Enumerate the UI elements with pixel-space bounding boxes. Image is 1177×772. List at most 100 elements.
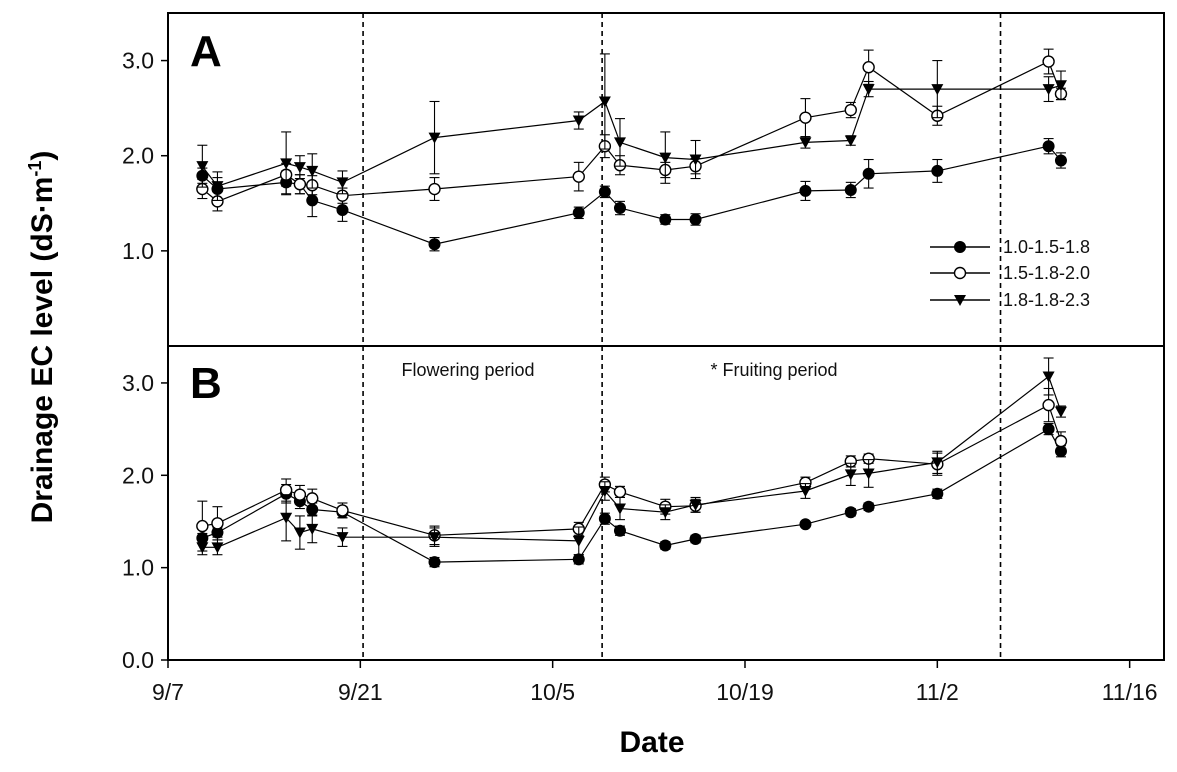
panel-b-series-2-point — [211, 517, 224, 530]
panel-b-series-2-point — [196, 519, 209, 533]
panel-b-series-2-point — [1054, 434, 1068, 448]
panel-b-series-1-point — [598, 512, 611, 525]
panel-a-series-3-point — [613, 137, 626, 149]
panel-a-series-3-point — [196, 161, 209, 173]
data-series — [196, 48, 1068, 569]
panel-a-series-2-point — [572, 170, 585, 183]
x-tick-label-1: 9/7 — [152, 679, 184, 705]
panel-a-series-1-point — [862, 167, 875, 180]
panel-b-series-3-point — [336, 532, 349, 544]
panel-a-y-tick-label-2: 2.0 — [122, 143, 154, 169]
panel-a-series-3-point — [1042, 84, 1055, 96]
panel-a-series-1-point — [306, 194, 319, 207]
panel-b-series-3-point — [572, 535, 585, 547]
panel-a-series-3-point — [931, 84, 944, 96]
panel-a-y-tick-label-3: 3.0 — [122, 48, 154, 74]
panel-a-series-3-point — [862, 84, 875, 96]
legend-label-3: 1.8-1.8-2.3 — [1003, 290, 1090, 310]
panel-a-series-2 — [196, 48, 1068, 212]
panel-a-series-3-point — [211, 181, 224, 193]
panel-a-series-1 — [196, 138, 1067, 252]
panel-b-series-3-point — [306, 523, 319, 535]
fruiting-period-label: * Fruiting period — [710, 360, 837, 380]
panel-a-series-1-line — [201, 145, 1062, 245]
panel-a-series-1-point — [844, 183, 857, 196]
panel-a-series-1-point — [931, 164, 944, 177]
flowering-period-label: Flowering period — [401, 360, 534, 380]
panel-a-series-2-point — [799, 111, 812, 124]
legend-marker-filled-circle — [954, 241, 966, 253]
x-axis-title: Date — [619, 726, 684, 759]
panel-a-series-2-point — [844, 103, 857, 117]
panel-b-series-2-point — [279, 483, 293, 497]
panel-b-series-2-point — [613, 485, 627, 499]
panel-a-series-3-point — [598, 96, 611, 108]
panel-b-series-3-point — [1054, 406, 1067, 418]
panel-b-series-2 — [196, 387, 1068, 552]
panel-a-series-3 — [196, 53, 1067, 201]
x-tick-label-4: 10/19 — [716, 679, 774, 705]
panel-a-label: A — [190, 27, 222, 76]
x-tick-label-5: 11/2 — [916, 679, 959, 705]
panel-a-series-3-point — [659, 152, 672, 164]
panel-a-series-3-point — [280, 158, 293, 170]
panel-a-series-2-point — [862, 61, 875, 74]
panel-a-series-3-point — [293, 162, 306, 174]
panel-b-series-1-point — [931, 487, 944, 500]
panel-b-series-3 — [196, 357, 1067, 556]
panel-a-series-3-point — [572, 115, 585, 127]
legend-label-1: 1.0-1.5-1.8 — [1003, 237, 1090, 257]
panel-b-label: B — [190, 359, 222, 408]
panel-b-y-tick-label-1: 0.0 — [122, 647, 154, 673]
panel-b-series-3-point — [196, 542, 209, 554]
panel-b-series-3-point — [862, 468, 875, 480]
x-tick-label-6: 11/16 — [1102, 679, 1158, 705]
panel-a-series-1-point — [613, 202, 626, 215]
panel-b-series-1-point — [799, 518, 812, 531]
panel-b-series-1-point — [572, 553, 585, 566]
panel-b-series-3-point — [280, 512, 293, 524]
panel-b-series-2-line — [202, 404, 1062, 536]
panel-a-series-1-point — [1054, 154, 1067, 167]
panel-b-series-2-point — [306, 492, 319, 505]
panel-b-series-1-point — [1042, 423, 1055, 436]
panel-b-series-3-point — [689, 499, 702, 511]
panel-b-series-1-point — [844, 506, 857, 519]
legend-marker-open-circle — [953, 266, 967, 280]
x-tick-label-2: 9/21 — [338, 679, 383, 705]
panel-b-series-3-point — [659, 507, 672, 519]
legend-marker-triangle-down — [954, 295, 966, 306]
panel-a-series-3-point — [428, 132, 441, 144]
panel-b-series-1-point — [689, 533, 702, 546]
panel-b-frame — [167, 345, 1165, 661]
panel-a-series-2-point — [428, 182, 441, 196]
panel-a-series-1-point — [799, 184, 812, 197]
legend: 1.0-1.5-1.8 1.5-1.8-2.0 1.8-1.8-2.3 — [930, 237, 1090, 310]
axis-ticks: 9/7 9/21 10/5 10/19 11/2 11/16 1.0 2.0 3.0 0.0 1.0… — [122, 48, 1158, 705]
panel-b-series-1-point — [862, 500, 875, 513]
panel-a-series-3-point — [844, 135, 857, 147]
panel-b-y-tick-label-4: 3.0 — [122, 370, 154, 396]
panel-a-series-1-point — [659, 213, 672, 226]
panel-b-series-3-point — [613, 503, 626, 515]
panel-a-y-tick-label-1: 1.0 — [122, 238, 154, 264]
panel-b-series-3-point — [598, 485, 611, 497]
panel-b-series-3-point — [293, 527, 306, 539]
panel-a-series-3-point — [1054, 80, 1067, 92]
legend-label-2: 1.5-1.8-2.0 — [1003, 263, 1090, 283]
panel-b-series-1-point — [428, 556, 441, 569]
panel-a-series-3-point — [306, 165, 319, 177]
panel-b-y-tick-label-3: 2.0 — [122, 462, 154, 488]
panel-a-series-1-point — [598, 185, 611, 198]
panel-b-series-2-point — [336, 504, 349, 517]
panel-b-y-tick-label-2: 1.0 — [122, 555, 154, 581]
panel-a-series-1-point — [572, 206, 585, 219]
panel-b-series-1-point — [613, 524, 626, 537]
panel-a-series-2-point — [1042, 55, 1055, 68]
y-axis-title-main: Drainage EC level (dS·m — [26, 177, 59, 524]
panel-b-series-3-point — [1042, 371, 1055, 383]
panel-a-series-2-point — [293, 178, 307, 191]
panel-a-series-1-point — [1042, 140, 1055, 153]
y-axis-title: Drainage EC level (dS·m-1) — [25, 151, 59, 524]
